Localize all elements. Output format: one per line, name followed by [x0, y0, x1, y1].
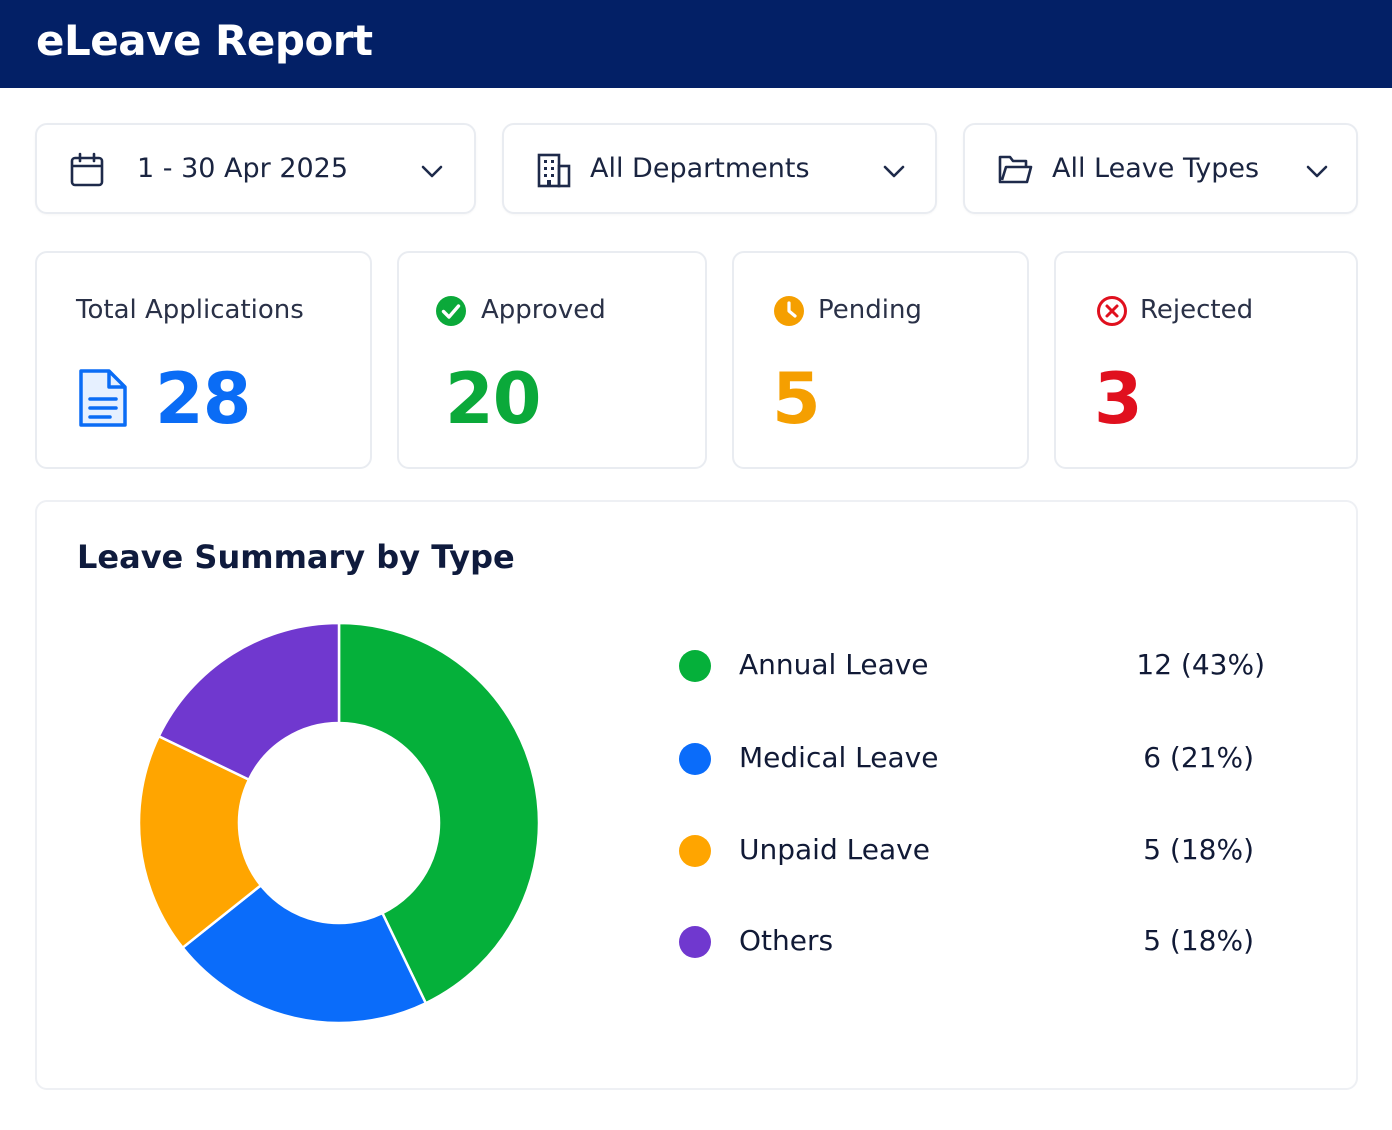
chevron-down-icon — [421, 165, 443, 178]
pending-value: 5 — [772, 358, 821, 440]
legend-value: 6 (21%) — [1143, 741, 1254, 774]
chevron-down-icon — [883, 165, 905, 178]
date-range-label: 1 - 30 Apr 2025 — [137, 153, 349, 184]
building-icon — [537, 153, 571, 188]
legend-dot — [679, 835, 711, 867]
legend-value: 12 (43%) — [1136, 648, 1265, 681]
legend-dot — [679, 743, 711, 775]
donut-slice-unpaid[interactable] — [137, 734, 263, 949]
legend-dot — [679, 926, 711, 958]
pending-label: Pending — [818, 295, 922, 325]
legend-value: 5 (18%) — [1143, 833, 1254, 866]
donut-chart — [137, 621, 541, 1025]
legend-label: Medical Leave — [739, 741, 939, 774]
check-circle-icon — [436, 296, 466, 326]
legend-label: Unpaid Leave — [739, 833, 930, 866]
legend-label: Others — [739, 924, 834, 957]
department-label: All Departments — [590, 153, 810, 184]
folder-icon — [998, 155, 1033, 184]
approved-label: Approved — [481, 295, 606, 325]
app-header: eLeave Report — [0, 0, 1392, 88]
legend-label: Annual Leave — [739, 648, 929, 681]
chevron-down-icon — [1306, 165, 1328, 178]
donut-slice-others[interactable] — [157, 621, 341, 781]
x-circle-icon — [1097, 296, 1127, 326]
donut-slice-medical[interactable] — [181, 884, 428, 1025]
legend-item-unpaid: Unpaid Leave 5 (18%) — [679, 827, 1299, 877]
department-filter[interactable]: All Departments — [502, 123, 937, 214]
donut-slice-annual[interactable] — [337, 621, 541, 1005]
summary-title: Leave Summary by Type — [77, 538, 515, 576]
approved-value: 20 — [445, 358, 541, 440]
pending-card[interactable]: Pending 5 — [732, 251, 1029, 469]
rejected-value: 3 — [1094, 358, 1143, 440]
legend-value: 5 (18%) — [1143, 924, 1254, 957]
date-range-filter[interactable]: 1 - 30 Apr 2025 — [35, 123, 476, 214]
legend-item-medical: Medical Leave 6 (21%) — [679, 735, 1299, 785]
leave-type-filter[interactable]: All Leave Types — [963, 123, 1358, 214]
total-applications-label: Total Applications — [76, 295, 304, 325]
total-applications-value: 28 — [155, 358, 251, 440]
legend-item-others: Others 5 (18%) — [679, 918, 1299, 968]
approved-card[interactable]: Approved 20 — [397, 251, 707, 469]
document-icon — [79, 369, 127, 427]
leave-type-label: All Leave Types — [1052, 153, 1260, 184]
rejected-label: Rejected — [1140, 295, 1254, 325]
total-applications-card[interactable]: Total Applications 28 — [35, 251, 372, 469]
leave-summary-panel: Leave Summary by Type Annual Leave 12 (4… — [35, 500, 1358, 1090]
clock-icon — [774, 296, 804, 326]
page-title: eLeave Report — [36, 16, 373, 65]
calendar-icon — [70, 152, 104, 187]
legend-dot — [679, 650, 711, 682]
legend-item-annual: Annual Leave 12 (43%) — [679, 642, 1299, 692]
rejected-card[interactable]: Rejected 3 — [1054, 251, 1358, 469]
